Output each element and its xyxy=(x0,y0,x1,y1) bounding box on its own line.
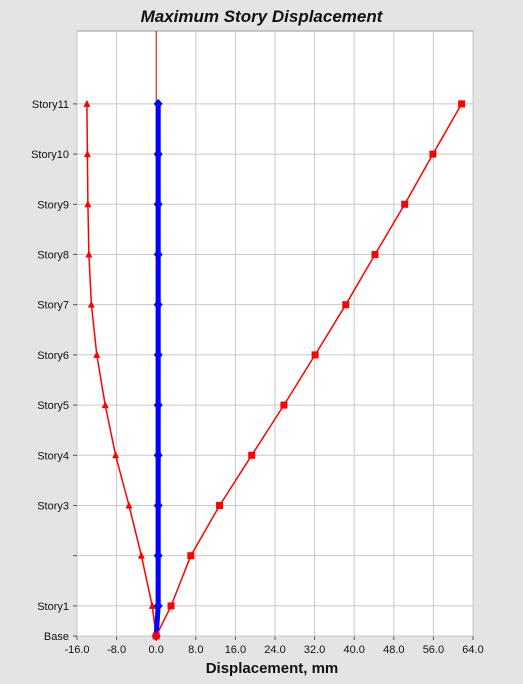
series-1-point xyxy=(125,501,133,509)
y-tick-label: Story10 xyxy=(31,149,69,161)
series-1-point xyxy=(101,401,109,409)
series-1-point xyxy=(87,300,95,308)
series-3-line xyxy=(155,103,463,637)
x-tick-label: 40.0 xyxy=(343,644,364,656)
series-3-point xyxy=(429,150,437,158)
series-3-point xyxy=(342,301,350,309)
series-1-point xyxy=(85,250,93,258)
series-2-point xyxy=(153,400,163,411)
y-tick-label: Story7 xyxy=(37,300,69,312)
series-2-point xyxy=(153,199,163,210)
series-3-point xyxy=(216,501,224,509)
series-2-line xyxy=(153,103,161,637)
x-tick-label: 16.0 xyxy=(225,644,246,656)
series-3-point xyxy=(458,100,466,108)
x-tick-label: -8.0 xyxy=(107,644,126,656)
series-1-point xyxy=(93,350,101,358)
series-3-point xyxy=(187,552,195,560)
series-2-point xyxy=(153,600,163,611)
y-tick-label: Story6 xyxy=(37,350,69,362)
series-2-point xyxy=(153,98,163,109)
series-1-point xyxy=(112,451,120,459)
series-3-point xyxy=(152,632,160,640)
y-tick-label: Story11 xyxy=(32,99,69,111)
x-tick-label: 32.0 xyxy=(304,644,325,656)
y-tick-label: Story5 xyxy=(37,400,69,412)
y-tick-label: Story9 xyxy=(37,199,69,211)
series-2-point xyxy=(153,500,163,511)
series-3-point xyxy=(280,401,288,409)
series-1-point xyxy=(137,551,145,559)
series-1-point xyxy=(83,150,91,158)
y-tick-label: Story3 xyxy=(37,500,69,512)
series-2-point xyxy=(153,299,163,310)
series-2-point xyxy=(153,349,163,360)
series-1-line xyxy=(86,103,157,637)
x-tick-label: 0.0 xyxy=(149,644,164,656)
chart-title: Maximum Story Displacement xyxy=(140,7,383,26)
series-3-point xyxy=(371,250,379,258)
series-1-point xyxy=(83,99,91,107)
x-tick-label: -16.0 xyxy=(64,644,89,656)
y-tick-label: Story4 xyxy=(37,450,69,462)
x-tick-label: 24.0 xyxy=(264,644,285,656)
series-2-point xyxy=(153,149,163,160)
series-2-point xyxy=(153,450,163,461)
series-3-point xyxy=(248,451,256,459)
x-tick-label: 8.0 xyxy=(188,644,203,656)
series-1-point xyxy=(84,200,92,208)
y-tick-label: Base xyxy=(44,631,69,643)
series-3-point xyxy=(401,200,409,208)
x-tick-label: 64.0 xyxy=(462,644,483,656)
y-tick-label: Story8 xyxy=(37,249,69,261)
series-3-point xyxy=(167,602,175,610)
series-3-point xyxy=(311,351,319,359)
series-2-point xyxy=(153,550,163,561)
x-tick-label: 56.0 xyxy=(423,644,444,656)
series-1-point xyxy=(148,601,156,609)
series-2-point xyxy=(153,249,163,260)
x-tick-label: 48.0 xyxy=(383,644,404,656)
y-tick-label: Story1 xyxy=(37,601,69,613)
x-axis-label: Displacement, mm xyxy=(205,660,339,677)
